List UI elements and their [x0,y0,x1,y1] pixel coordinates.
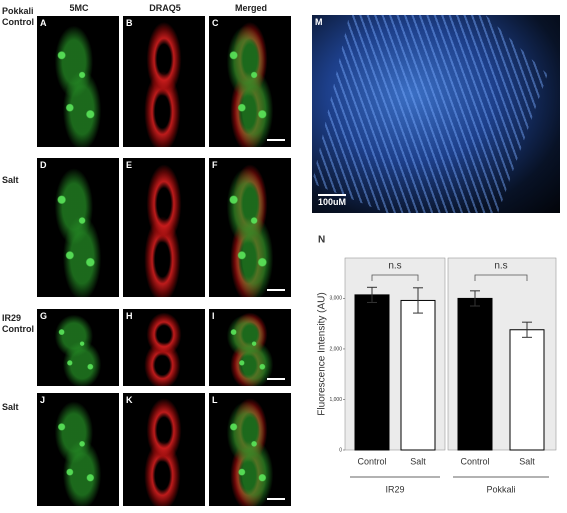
y-tick-label: 0 [339,447,342,453]
panel-letter: A [40,18,47,28]
bar [400,299,436,451]
microscopy-panel: J [37,393,119,506]
significance-bracket [474,274,528,281]
bar [509,329,545,451]
scale-bar-label: 100uM [318,194,347,207]
microscopy-panel: B [123,16,205,147]
x-tick-label: Control [460,456,489,466]
microscopy-panel: K [123,393,205,506]
microscopy-panel: G [37,309,119,386]
y-axis-label: Fluorescence Intensity (AU) [317,292,328,415]
panel-m-image: M 100uM [312,15,560,213]
microscopy-panel: C [209,16,291,147]
bar [457,297,493,451]
microscopy-panel: I [209,309,291,386]
microscopy-panel: H [123,309,205,386]
panel-letter: H [126,311,133,321]
panel-letter: B [126,18,133,28]
bar [354,294,390,451]
x-tick-label: Salt [519,456,535,466]
annotation: n.s [494,261,507,272]
y-tick-label: 2,000 [329,346,342,352]
panel-letter: J [40,395,46,405]
column-header: 5MC [69,3,89,13]
column-header: DRAQ5 [149,3,181,13]
x-tick-label: Salt [410,456,426,466]
annotation: n.s [388,261,401,272]
panel-letter: D [40,160,47,170]
panel-letter: E [126,160,133,170]
microscopy-panel: F [209,158,291,297]
microscopy-panel: A [37,16,119,147]
column-header: Merged [234,3,267,13]
panel-letter: F [212,160,218,170]
panel-letter: G [40,311,48,321]
microscopy-panel: D [37,158,119,297]
panel-letter: I [212,311,215,321]
group-label: Pokkali [486,484,515,494]
panel-letter: L [212,395,218,405]
scale-bar [267,378,285,380]
scale-bar [267,139,285,141]
y-tick-label: 3,000 [329,296,342,302]
microscopy-panel: L [209,393,291,506]
plot-background [344,257,446,451]
panel-letter: M [315,17,323,27]
significance-bracket [371,274,419,281]
microscopy-panel: E [123,158,205,297]
group-label: IR29 [385,484,404,494]
x-tick-label: Control [357,456,386,466]
panel-letter: K [126,395,133,405]
row-label: Salt [2,402,19,412]
scale-bar [267,498,285,500]
row-label: Salt [2,175,19,185]
panel-letter: C [212,18,219,28]
panel-letter: N [318,235,325,246]
y-tick-label: 1,000 [329,397,342,403]
row-label: IR29 Control [2,313,34,334]
row-label: Pokkali Control [2,6,34,27]
scale-bar [267,289,285,291]
plot-background [447,257,557,451]
